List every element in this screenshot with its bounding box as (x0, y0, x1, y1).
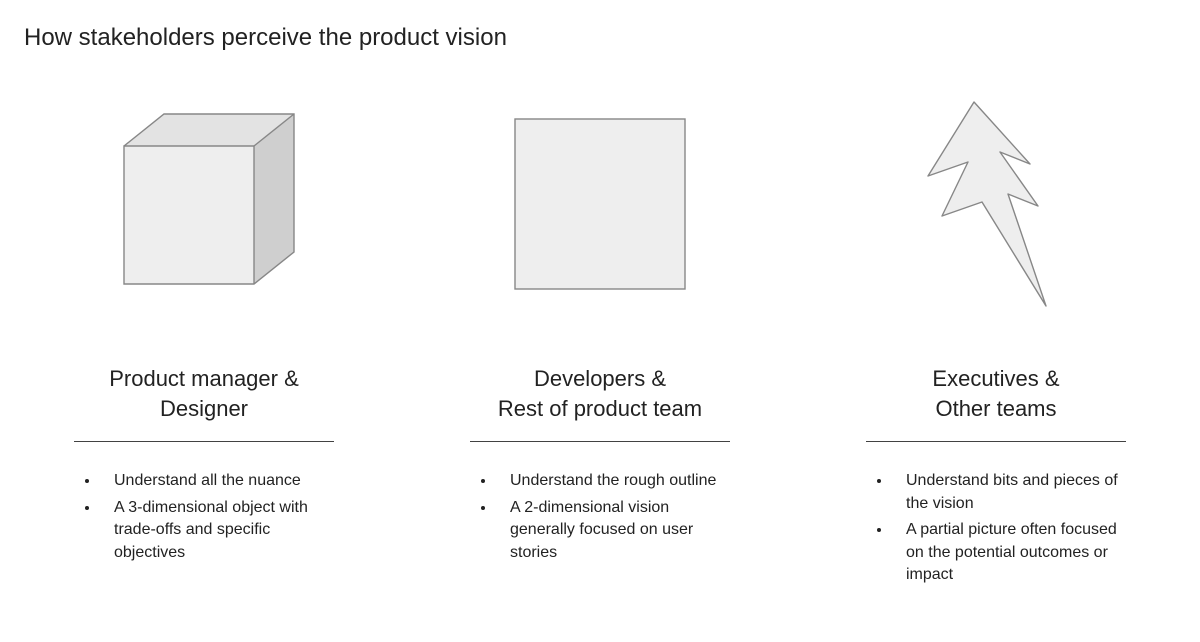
column-developers: Developers & Rest of product team Unders… (430, 72, 770, 590)
divider (470, 441, 730, 442)
bullet-list: Understand the rough outline A 2-dimensi… (448, 470, 728, 568)
lightning-shape (928, 102, 1046, 306)
column-executives: Executives & Other teams Understand bits… (826, 72, 1166, 590)
cube-front-face (124, 146, 254, 284)
lightning-icon (896, 94, 1096, 314)
heading-line1: Product manager & (109, 366, 299, 391)
bullet-list: Understand all the nuance A 3-dimensiona… (52, 470, 332, 568)
shape-zone (34, 84, 374, 324)
heading-line2: Rest of product team (498, 396, 702, 421)
list-item: Understand bits and pieces of the vision (892, 470, 1124, 515)
bullet-list: Understand bits and pieces of the vision… (844, 470, 1124, 590)
cube-icon (94, 104, 314, 304)
heading-line1: Developers & (534, 366, 666, 391)
column-heading: Executives & Other teams (932, 364, 1059, 423)
page-title: How stakeholders perceive the product vi… (24, 24, 1176, 52)
list-item: A 2-dimensional vision generally focused… (496, 497, 728, 564)
heading-line2: Designer (160, 396, 248, 421)
divider (74, 441, 334, 442)
square-shape (515, 119, 685, 289)
list-item: A 3-dimensional object with trade-offs a… (100, 497, 332, 564)
page: How stakeholders perceive the product vi… (0, 0, 1200, 642)
shape-zone (826, 84, 1166, 324)
column-heading: Developers & Rest of product team (498, 364, 702, 423)
divider (866, 441, 1126, 442)
list-item: A partial picture often focused on the p… (892, 519, 1124, 586)
column-heading: Product manager & Designer (109, 364, 299, 423)
heading-line2: Other teams (935, 396, 1056, 421)
list-item: Understand all the nuance (100, 470, 332, 492)
heading-line1: Executives & (932, 366, 1059, 391)
square-icon (500, 104, 700, 304)
columns-row: Product manager & Designer Understand al… (24, 72, 1176, 590)
column-product-manager: Product manager & Designer Understand al… (34, 72, 374, 590)
shape-zone (430, 84, 770, 324)
list-item: Understand the rough outline (496, 470, 728, 492)
